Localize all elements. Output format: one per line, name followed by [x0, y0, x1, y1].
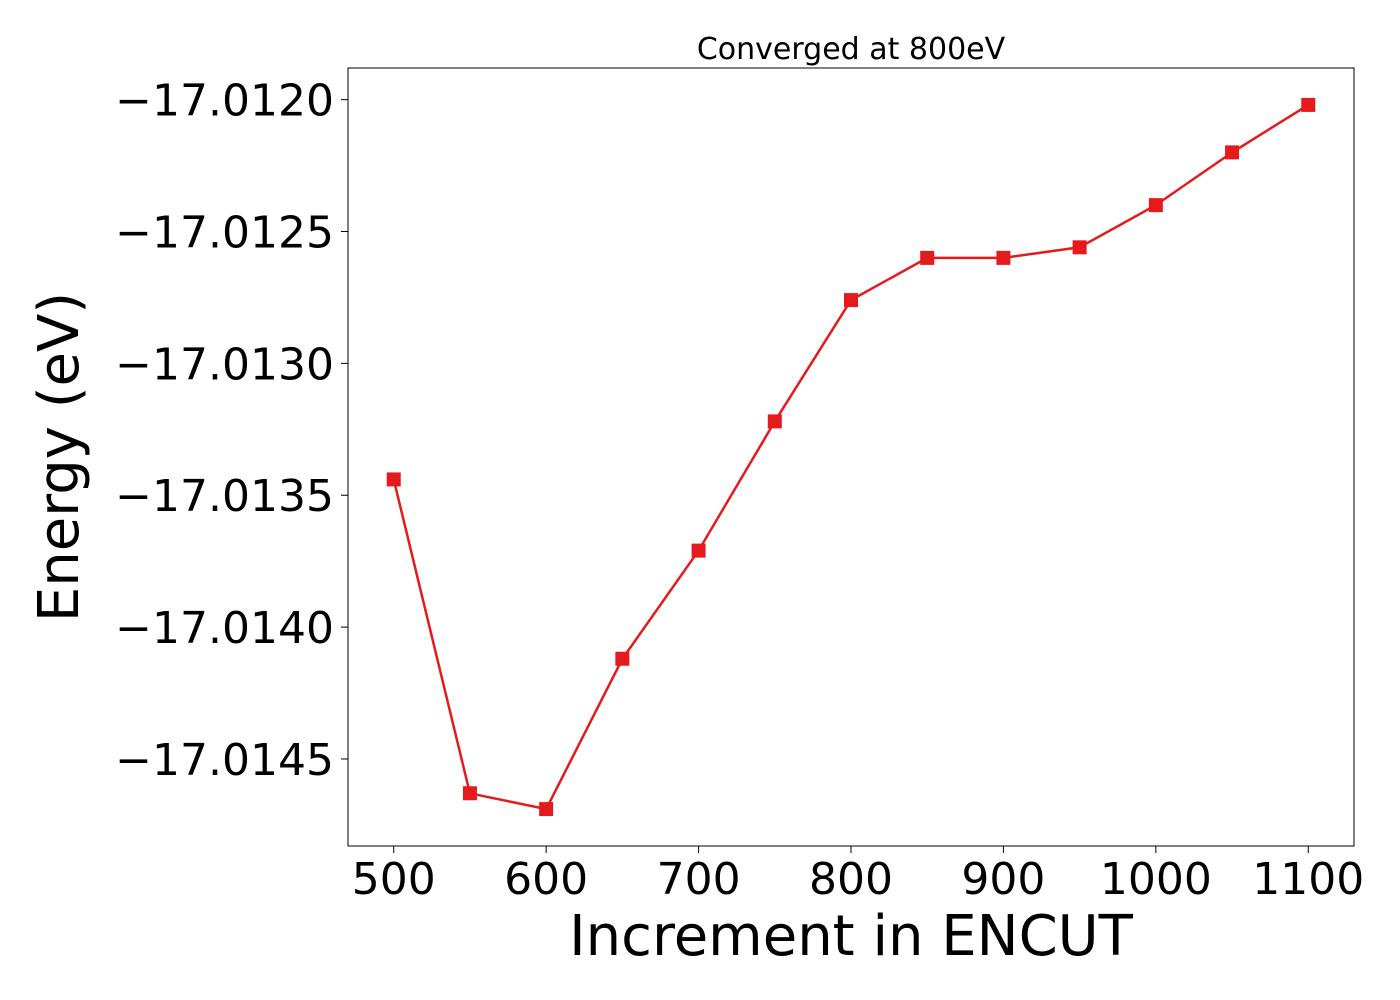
y-tick-label: −17.0140 — [115, 603, 334, 654]
y-axis-ticks: −17.0120 −17.0125 −17.0130 −17.0135 −17.0140… — [115, 76, 348, 786]
x-tick-label: 1100 — [1252, 854, 1364, 905]
x-tick-label: 600 — [504, 854, 588, 905]
y-tick-label: −17.0120 — [115, 76, 334, 127]
data-point-marker — [844, 293, 858, 308]
x-tick-label: 700 — [657, 854, 741, 905]
data-point-marker — [386, 472, 401, 487]
data-point-marker — [920, 250, 935, 265]
x-tick-label: 900 — [961, 854, 1045, 905]
y-tick-label: −17.0145 — [115, 735, 334, 786]
data-point-marker — [539, 802, 554, 817]
data-point-marker — [1225, 145, 1240, 160]
data-point-marker — [996, 250, 1011, 265]
x-tick-label: 800 — [809, 854, 893, 905]
data-point-marker — [462, 786, 477, 801]
x-tick-label: 1000 — [1100, 854, 1212, 905]
plot-area-frame — [347, 67, 1355, 847]
y-tick-label: −17.0135 — [115, 471, 334, 522]
y-axis-label: Energy (eV) — [27, 292, 92, 622]
energy-series-markers — [386, 97, 1316, 817]
data-point-marker — [767, 414, 782, 429]
y-tick-label: −17.0130 — [115, 339, 334, 390]
y-tick-label: −17.0125 — [115, 208, 334, 259]
x-tick-label: 500 — [352, 854, 436, 905]
x-axis-ticks: 500 600 700 800 900 1000 1100 — [352, 846, 1364, 905]
data-point-marker — [1072, 240, 1087, 255]
data-point-marker — [1301, 97, 1316, 112]
chart-title: Converged at 800eV — [697, 32, 1006, 67]
data-point-marker — [615, 651, 630, 666]
data-point-marker — [691, 543, 706, 558]
data-point-marker — [1148, 198, 1163, 213]
x-axis-label: Increment in ENCUT — [569, 904, 1134, 969]
energy-series-line — [392, 103, 1309, 811]
